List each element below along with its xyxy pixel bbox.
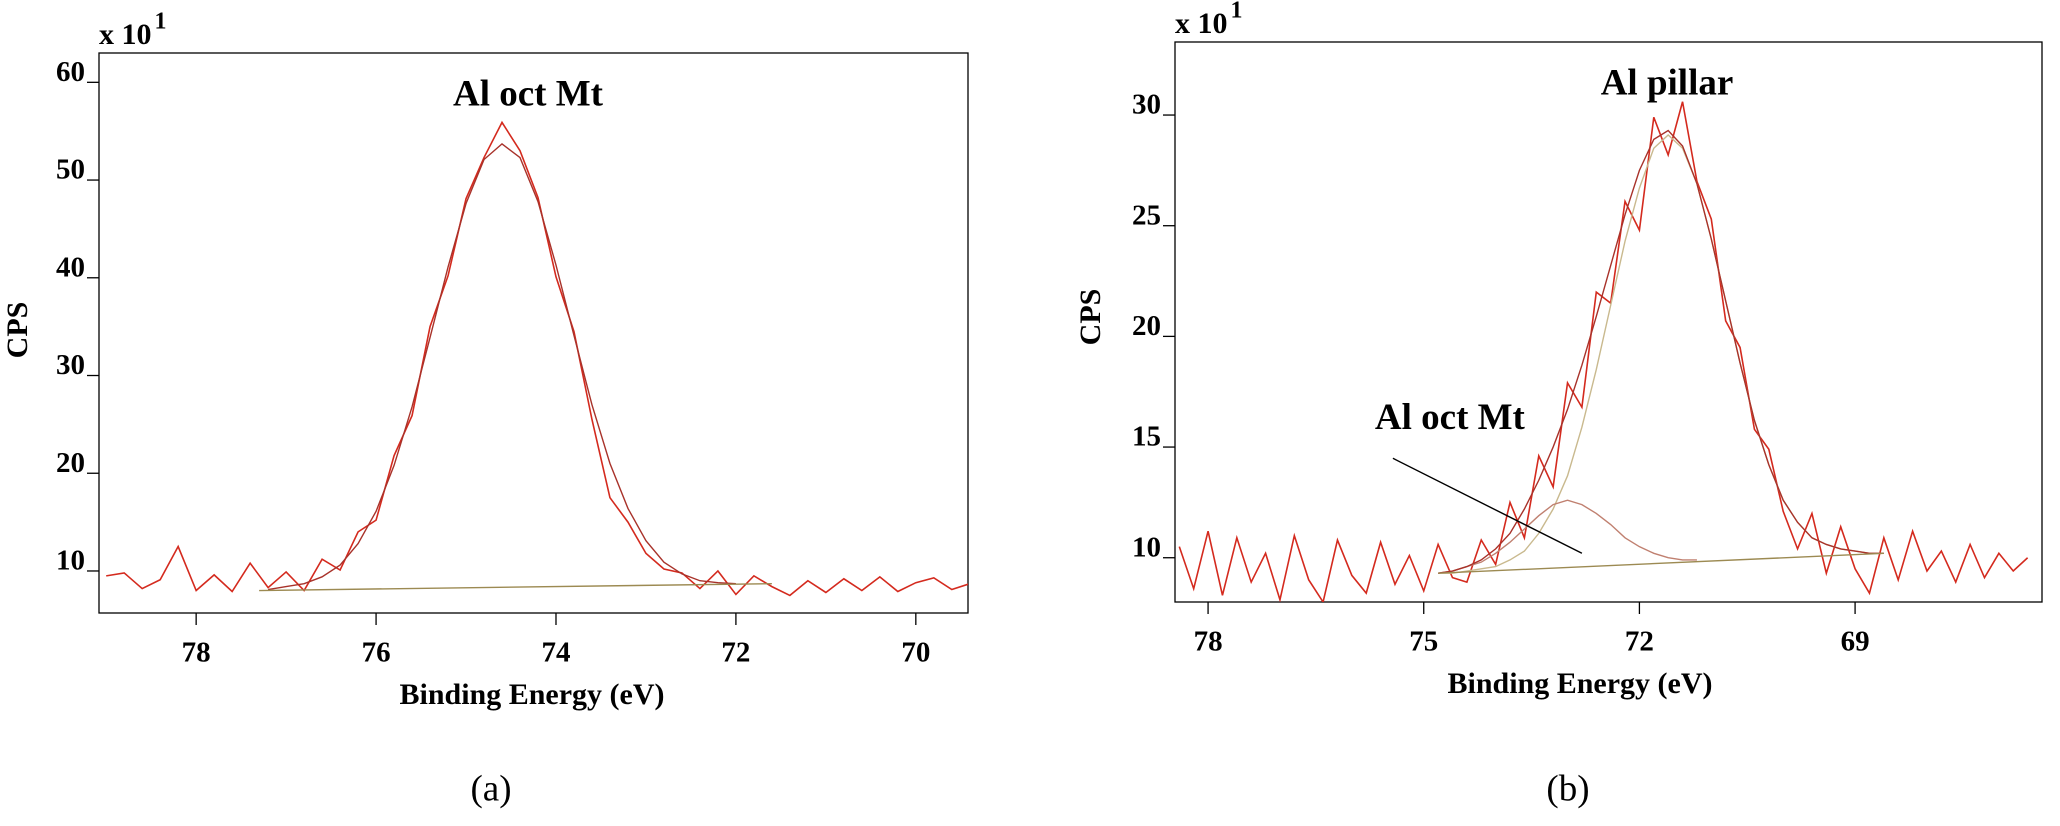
series-line — [1438, 129, 1884, 574]
x-tick-label: 72 — [1625, 626, 1654, 658]
y-tick-label: 60 — [56, 56, 85, 88]
series-line — [268, 142, 736, 591]
y-tick-label: 50 — [56, 154, 85, 186]
y-multiplier: x 10 — [1175, 7, 1228, 40]
plot-frame — [1174, 41, 2043, 603]
series-line — [1438, 552, 1884, 574]
series-line — [106, 120, 968, 597]
annotation-pointer — [1392, 457, 1583, 554]
y-multiplier: x 10 — [99, 18, 152, 51]
series-line — [259, 582, 772, 592]
series-line — [1438, 134, 1884, 574]
chart-title: Al pillar — [1601, 62, 1734, 103]
y-tick-label: 30 — [56, 349, 85, 381]
x-axis-label: Binding Energy (eV) — [399, 678, 664, 711]
x-tick-label: 75 — [1409, 626, 1438, 658]
series-line — [1178, 101, 2029, 602]
x-tick-label: 78 — [1194, 626, 1223, 658]
y-multiplier-exp: 1 — [1231, 0, 1243, 24]
x-tick-label: 74 — [541, 637, 570, 669]
y-axis-label: CPS — [1, 302, 34, 359]
y-tick-label: 10 — [1132, 531, 1161, 563]
y-axis-label: CPS — [1074, 289, 1107, 346]
y-tick-label: 30 — [1132, 89, 1161, 121]
y-tick-label: 20 — [56, 447, 85, 479]
x-tick-label: 78 — [182, 637, 211, 669]
series-line — [1438, 499, 1697, 574]
annotation-text: Al oct Mt — [1375, 397, 1526, 438]
y-tick-label: 20 — [1132, 310, 1161, 342]
x-tick-label: 70 — [901, 637, 930, 669]
caption: (b) — [1546, 768, 1589, 809]
x-tick-label: 76 — [362, 637, 391, 669]
y-tick-label: 10 — [56, 545, 85, 577]
x-tick-label: 72 — [721, 637, 750, 669]
y-tick-label: 25 — [1132, 199, 1161, 231]
y-tick-label: 15 — [1132, 421, 1161, 453]
x-tick-label: 69 — [1841, 626, 1870, 658]
plot-frame — [98, 52, 969, 614]
chart-title: Al oct Mt — [453, 73, 604, 114]
x-axis-label: Binding Energy (eV) — [1447, 667, 1712, 700]
y-multiplier-exp: 1 — [155, 9, 167, 35]
caption: (a) — [470, 768, 511, 809]
y-tick-label: 40 — [56, 251, 85, 283]
